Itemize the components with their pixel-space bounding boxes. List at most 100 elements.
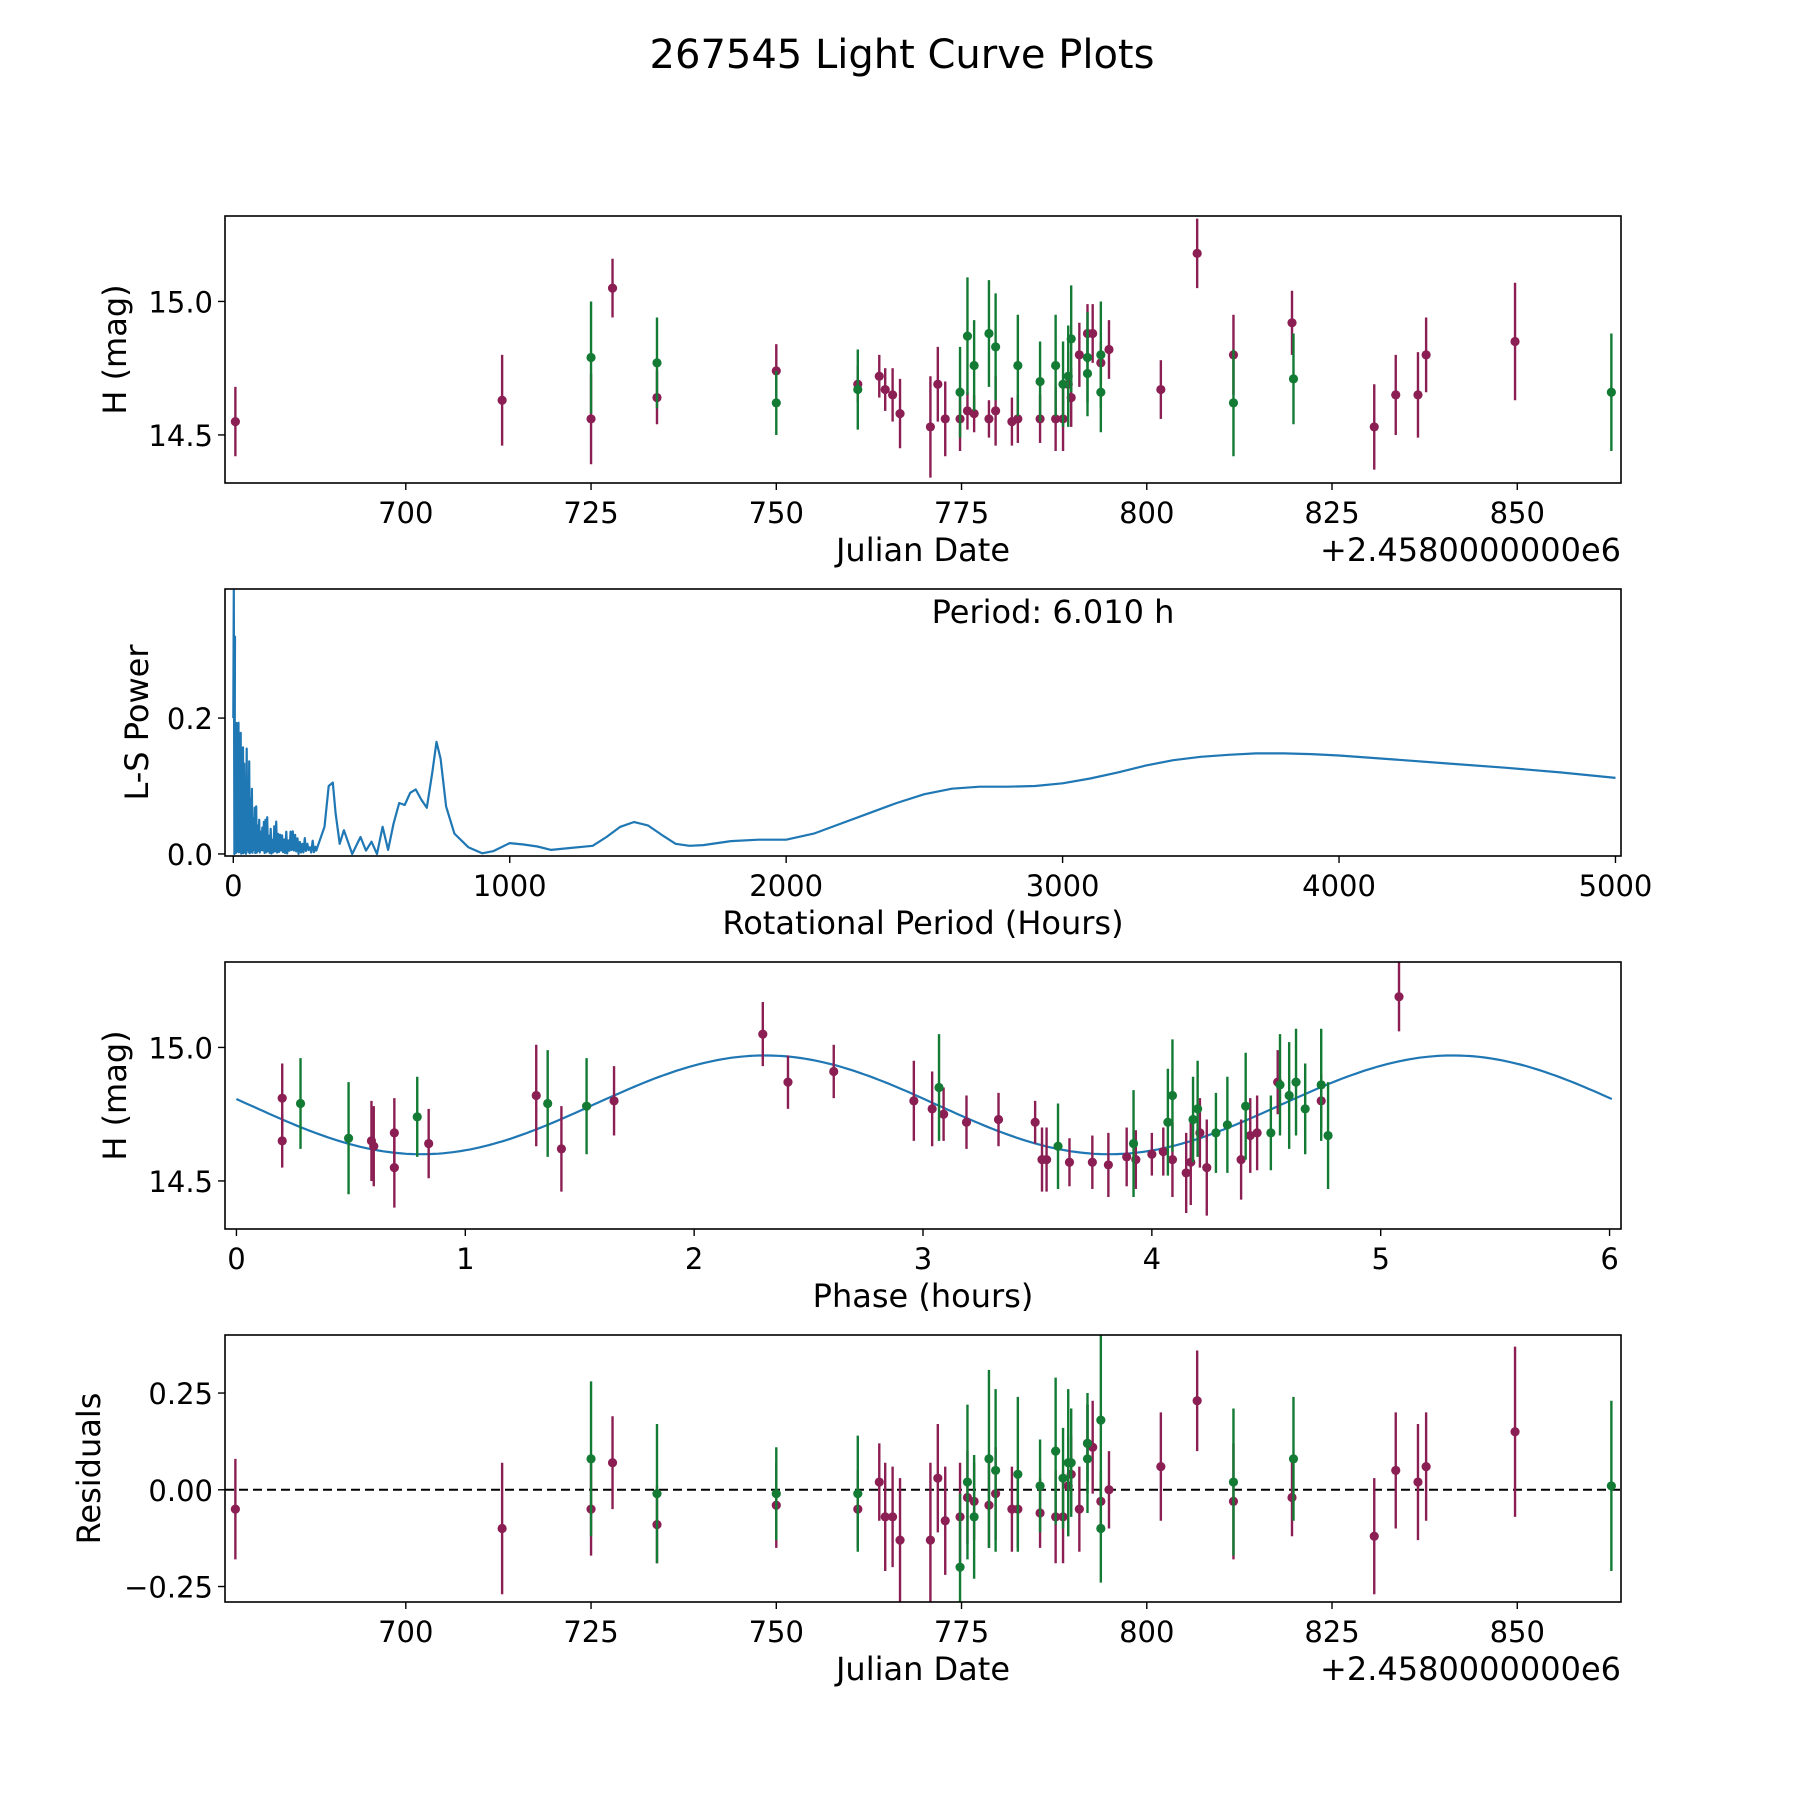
data-point — [1147, 1149, 1157, 1159]
data-point — [1193, 1104, 1203, 1114]
residuals-panel: 700 725 750 775 800 825 850 −0.25 0.00 0.25 Julian… — [70, 1334, 1622, 1688]
data-point — [1391, 1465, 1401, 1476]
data-point — [1510, 336, 1520, 347]
x-tick-label: 800 — [1119, 496, 1174, 530]
axes-frame — [224, 961, 1622, 1230]
data-point — [991, 1465, 1001, 1476]
data-point — [586, 414, 596, 424]
data-point — [1066, 1458, 1076, 1468]
x-tick-label: 750 — [749, 496, 804, 530]
data-point — [1074, 1504, 1084, 1514]
x-tick-label: 0 — [227, 1242, 245, 1276]
axes-frame — [224, 1334, 1622, 1603]
data-point — [1064, 1157, 1075, 1167]
data-point — [927, 1104, 937, 1114]
x-tick-label: 800 — [1119, 1615, 1174, 1649]
plot-area — [230, 218, 1616, 478]
data-point — [1051, 1446, 1061, 1456]
x-tick-label: 4000 — [1302, 869, 1376, 903]
data-point — [1202, 1162, 1212, 1173]
series-band-b — [586, 277, 1616, 457]
y-axis-label: L-S Power — [118, 644, 156, 801]
data-point — [1030, 1117, 1040, 1127]
data-point — [1606, 1481, 1616, 1491]
data-point — [1096, 1523, 1106, 1534]
data-point — [993, 1114, 1004, 1125]
data-point — [1158, 1146, 1168, 1157]
x-tick-label: 2000 — [749, 869, 823, 903]
x-axis-label: Phase (hours) — [813, 1277, 1034, 1315]
data-point — [531, 1090, 541, 1101]
data-point — [1421, 350, 1431, 360]
data-point — [586, 352, 596, 363]
y-tick-label: 14.5 — [148, 419, 213, 453]
data-point — [389, 1128, 399, 1138]
data-point — [652, 1489, 662, 1499]
data-point — [969, 360, 979, 371]
data-point — [1252, 1128, 1262, 1138]
data-point — [925, 422, 936, 432]
data-point — [1413, 1477, 1423, 1487]
data-point — [556, 1144, 567, 1154]
y-tick-label: 0.25 — [148, 1377, 213, 1411]
data-point — [1391, 390, 1401, 400]
data-point — [1284, 1090, 1294, 1101]
axes-frame — [224, 588, 1622, 857]
x-tick-label: 5000 — [1579, 869, 1653, 903]
data-point — [1088, 328, 1098, 339]
data-point — [1288, 374, 1299, 384]
y-tick-label: 15.0 — [148, 285, 213, 319]
y-tick-label: 0.00 — [148, 1474, 213, 1508]
data-point — [1291, 1077, 1301, 1087]
y-axis-label: Residuals — [70, 1393, 108, 1545]
period-annotation: Period: 6.010 h — [932, 593, 1175, 631]
data-point — [1369, 1531, 1379, 1541]
x-tick-label: 3 — [914, 1242, 932, 1276]
plot-area — [235, 962, 1613, 1216]
x-tick-label: 850 — [1490, 1615, 1545, 1649]
data-point — [1211, 1128, 1221, 1138]
data-point — [277, 1136, 287, 1146]
x-tick-label: 825 — [1304, 1615, 1359, 1649]
series-band-a — [230, 218, 1520, 478]
data-point — [1606, 387, 1616, 397]
x-axis-label: Julian Date — [834, 1650, 1010, 1688]
data-point — [1053, 1141, 1063, 1151]
x-tick-label: 2 — [685, 1242, 703, 1276]
data-point — [609, 1096, 619, 1106]
data-point — [1013, 1469, 1023, 1479]
data-point — [853, 1489, 863, 1499]
data-point — [933, 1473, 943, 1483]
data-point — [934, 1082, 944, 1093]
data-point — [1013, 360, 1023, 371]
data-point — [1096, 350, 1106, 360]
data-point — [940, 414, 950, 424]
data-point — [955, 387, 965, 397]
data-point — [962, 331, 973, 341]
data-point — [1167, 1154, 1178, 1165]
data-point — [1087, 1157, 1097, 1167]
data-point — [1287, 318, 1297, 328]
data-point — [1074, 350, 1084, 360]
x-tick-label: 825 — [1304, 496, 1359, 530]
data-point — [938, 1109, 949, 1119]
data-point — [888, 390, 898, 400]
data-point — [369, 1141, 379, 1151]
data-point — [607, 1458, 618, 1468]
x-tick-label: 3000 — [1026, 869, 1100, 903]
data-point — [888, 1512, 898, 1522]
data-point — [895, 1535, 905, 1545]
data-point — [925, 1535, 936, 1545]
data-point — [1156, 1461, 1166, 1472]
y-axis-label: H (mag) — [96, 284, 134, 414]
data-point — [1122, 1152, 1132, 1162]
data-point — [1066, 334, 1076, 344]
data-point — [1156, 384, 1166, 395]
data-point — [962, 1477, 973, 1487]
data-point — [961, 1117, 972, 1127]
data-point — [1013, 414, 1023, 424]
data-point — [1041, 1154, 1052, 1165]
y-tick-label: 14.5 — [148, 1165, 213, 1199]
data-point — [1421, 1461, 1431, 1472]
x-tick-label: 1000 — [473, 869, 547, 903]
